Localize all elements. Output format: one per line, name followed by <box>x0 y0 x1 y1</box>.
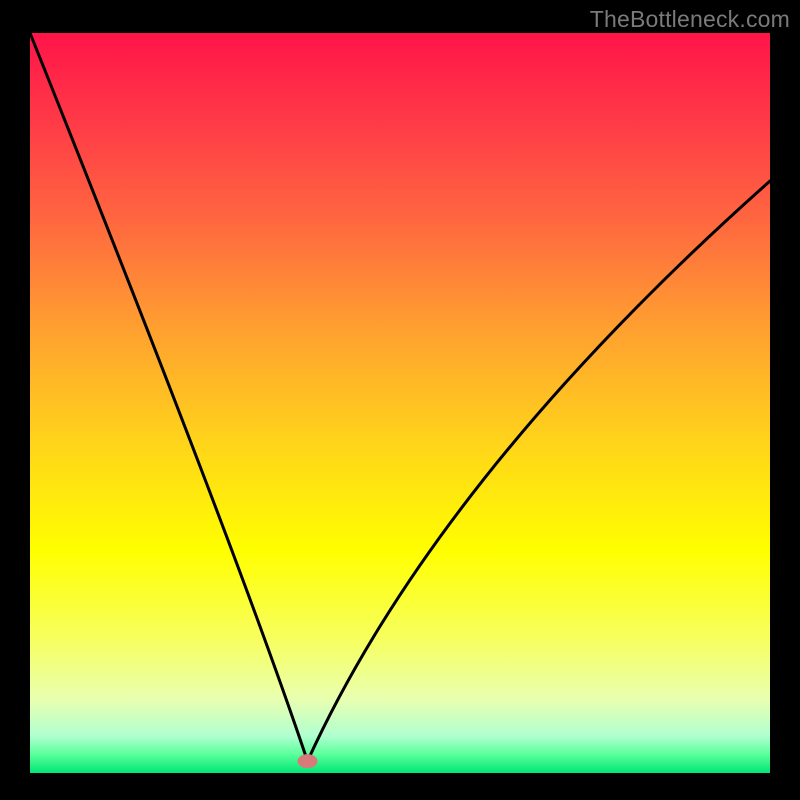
vertex-marker <box>298 754 318 768</box>
curve-path <box>30 33 770 761</box>
chart-container: TheBottleneck.com <box>0 0 800 800</box>
plot-area <box>30 33 770 773</box>
watermark-label: TheBottleneck.com <box>590 6 790 33</box>
bottleneck-curve <box>30 33 770 773</box>
